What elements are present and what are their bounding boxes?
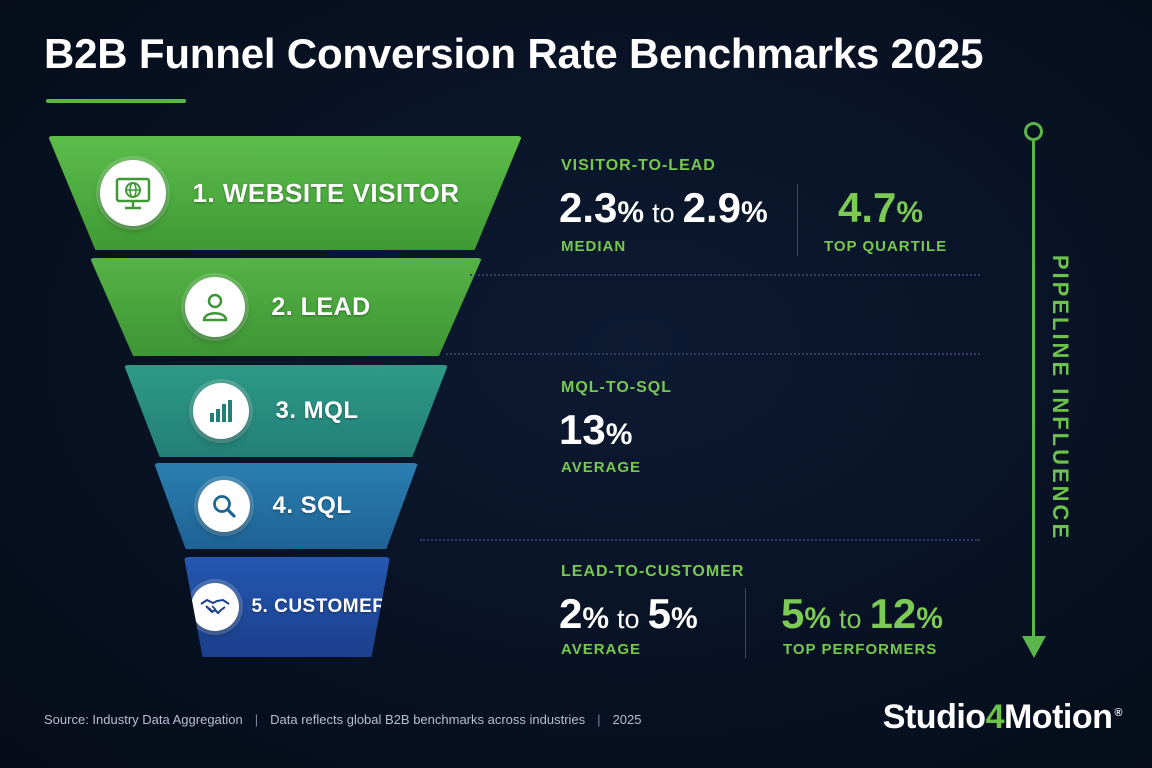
visitor-to-lead-top-caption: TOP QUARTILE: [824, 238, 948, 255]
footer-note: Data reflects global B2B benchmarks acro…: [270, 712, 586, 727]
brand-logo: Studio4Motion ®: [882, 698, 1123, 736]
stage-label-customer: 5. CUSTOMER: [251, 596, 387, 617]
title-underline: [46, 99, 186, 103]
pipeline-line: [1032, 138, 1035, 640]
mql-to-sql-label: MQL-TO-SQL: [561, 379, 673, 396]
lead-to-customer-avg-caption: AVERAGE: [561, 641, 642, 658]
stage-label-website-visitor: 1. WEBSITE VISITOR: [192, 177, 460, 208]
dotted-divider: [470, 274, 980, 276]
bar-chart-icon: [193, 383, 250, 439]
lead-to-customer-label: LEAD-TO-CUSTOMER: [561, 563, 745, 580]
lead-to-customer-avg-value: 2% to 5%: [559, 590, 698, 637]
metric-divider: [797, 184, 798, 256]
person-icon: [185, 277, 246, 337]
pipeline-influence-label: PIPELINE INFLUENCE: [1048, 254, 1073, 542]
page-title: B2B Funnel Conversion Rate Benchmarks 20…: [44, 30, 984, 77]
footer-year: 2025: [612, 712, 642, 727]
lead-to-customer-top-value: 5% to 12%: [781, 590, 943, 637]
visitor-to-lead-median-caption: MEDIAN: [561, 238, 627, 255]
funnel-stage-mql: 3. MQL: [124, 365, 448, 457]
funnel-stage-customer: 5. CUSTOMER: [184, 557, 390, 657]
lead-to-customer-top-caption: TOP PERFORMERS: [783, 641, 938, 658]
arrow-down-icon: [1022, 636, 1046, 658]
dotted-divider: [446, 353, 980, 355]
mql-to-sql-caption: AVERAGE: [561, 459, 642, 476]
funnel-stage-lead: 2. LEAD: [90, 258, 482, 356]
visitor-to-lead-top-value: 4.7%: [838, 184, 924, 231]
handshake-icon: [191, 583, 240, 631]
footer: Source: Industry Data Aggregation | Data r…: [44, 712, 642, 727]
stage-label-mql: 3. MQL: [275, 397, 359, 424]
stage-label-sql: 4. SQL: [272, 492, 352, 519]
stage-label-lead: 2. LEAD: [271, 292, 371, 321]
funnel-stage-website-visitor: 1. WEBSITE VISITOR: [48, 136, 522, 250]
monitor-globe-icon: [100, 160, 167, 226]
magnifier-icon: [198, 480, 251, 532]
visitor-to-lead-label: VISITOR-TO-LEAD: [561, 157, 716, 174]
visitor-to-lead-median-value: 2.3% to 2.9%: [559, 184, 768, 231]
funnel-stage-sql: 4. SQL: [154, 463, 418, 549]
metric-divider: [745, 588, 746, 658]
mql-to-sql-value: 13%: [559, 406, 633, 453]
footer-source: Source: Industry Data Aggregation: [44, 712, 243, 727]
dotted-divider: [420, 539, 980, 541]
